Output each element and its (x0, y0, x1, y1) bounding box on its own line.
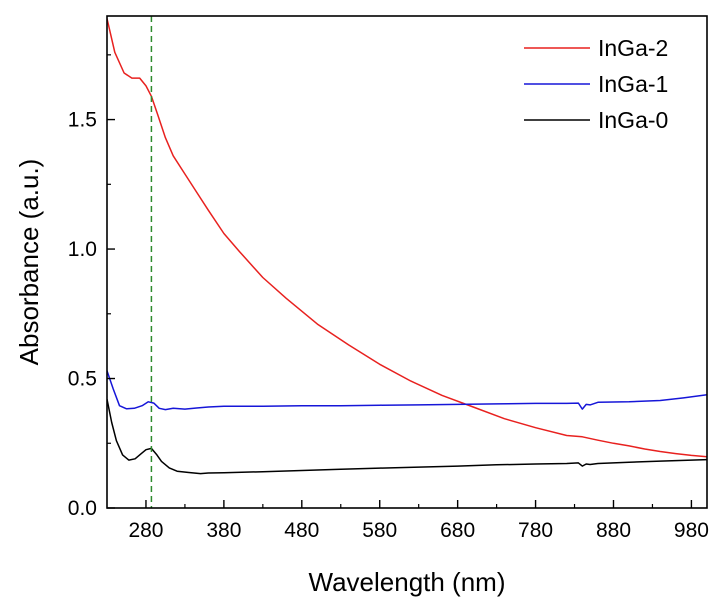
x-tick-label: 280 (128, 519, 163, 542)
ticks-layer: 280 380 480 580 680 780 880 980 0.0 0.5 1.0 1.5 (68, 54, 709, 542)
legend-label-inga-2: InGa-2 (598, 35, 668, 61)
plot-frame (106, 15, 708, 509)
series-layer (107, 18, 707, 475)
y-tick-label: 0.0 (68, 497, 97, 520)
x-tick-label: 580 (362, 519, 397, 542)
y-tick-label: 1.5 (68, 109, 97, 132)
y-tick-label: 1.0 (68, 238, 97, 261)
x-axis-title: Wavelength (nm) (309, 567, 506, 597)
x-tick-label: 780 (518, 519, 553, 542)
x-tick-label: 680 (440, 519, 475, 542)
x-tick-label: 880 (596, 519, 631, 542)
series-line-inga-2 (107, 18, 707, 458)
legend-label-inga-0: InGa-0 (598, 107, 668, 133)
x-tick-label: 980 (674, 519, 709, 542)
legend-label-inga-1: InGa-1 (598, 71, 668, 97)
y-tick-label: 0.5 (68, 368, 97, 391)
series-line-inga-1 (107, 370, 707, 411)
y-axis-title: Absorbance (a.u.) (14, 159, 44, 366)
series-line-inga-0 (107, 399, 707, 475)
legend: InGa-2 InGa-1 InGa-0 (524, 35, 668, 133)
x-tick-label: 380 (206, 519, 241, 542)
x-tick-label: 480 (284, 519, 319, 542)
